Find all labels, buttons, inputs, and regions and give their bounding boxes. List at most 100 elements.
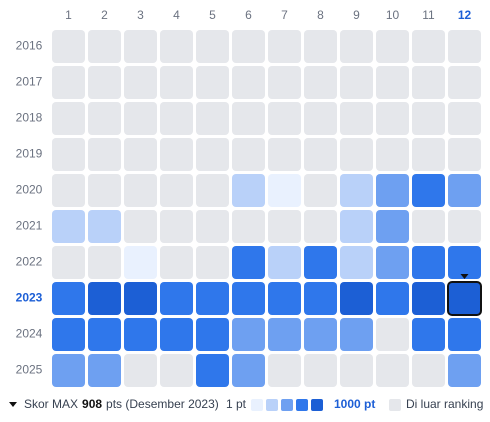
heat-cell[interactable] [232, 66, 265, 99]
heat-cell[interactable] [412, 174, 445, 207]
heat-cell[interactable] [196, 30, 229, 63]
heat-cell[interactable] [124, 138, 157, 171]
heat-cell[interactable] [340, 354, 373, 387]
heat-cell[interactable] [52, 102, 85, 135]
heat-cell[interactable] [412, 138, 445, 171]
heat-cell[interactable] [124, 210, 157, 243]
heat-cell[interactable] [304, 282, 337, 315]
heat-cell[interactable] [88, 30, 121, 63]
heat-cell[interactable] [160, 318, 193, 351]
heat-cell[interactable] [196, 174, 229, 207]
heat-cell[interactable] [340, 246, 373, 279]
heat-cell[interactable] [448, 30, 481, 63]
heat-cell[interactable] [304, 30, 337, 63]
heat-cell[interactable] [268, 246, 301, 279]
heat-cell[interactable] [52, 210, 85, 243]
heat-cell[interactable] [88, 210, 121, 243]
heat-cell[interactable] [232, 318, 265, 351]
heat-cell[interactable] [304, 210, 337, 243]
heat-cell[interactable] [304, 246, 337, 279]
heat-cell[interactable] [376, 30, 409, 63]
heat-cell[interactable] [196, 138, 229, 171]
heat-cell[interactable] [340, 282, 373, 315]
heat-cell[interactable] [268, 318, 301, 351]
heat-cell[interactable] [340, 66, 373, 99]
heat-cell[interactable] [232, 174, 265, 207]
heat-cell[interactable] [232, 30, 265, 63]
heat-cell[interactable] [88, 174, 121, 207]
heat-cell[interactable] [160, 66, 193, 99]
heat-cell[interactable] [124, 174, 157, 207]
heat-cell[interactable] [376, 174, 409, 207]
heat-cell[interactable] [376, 282, 409, 315]
heat-cell[interactable] [160, 30, 193, 63]
heat-cell[interactable] [268, 282, 301, 315]
heat-cell[interactable] [52, 30, 85, 63]
heat-cell[interactable] [412, 102, 445, 135]
heat-cell[interactable] [232, 354, 265, 387]
heat-cell[interactable] [52, 138, 85, 171]
heat-cell[interactable] [124, 66, 157, 99]
heat-cell[interactable] [340, 138, 373, 171]
heat-cell[interactable] [340, 210, 373, 243]
heat-cell[interactable] [268, 174, 301, 207]
heat-cell[interactable] [52, 174, 85, 207]
heat-cell[interactable] [268, 138, 301, 171]
heat-cell[interactable] [196, 102, 229, 135]
heat-cell[interactable] [160, 246, 193, 279]
heat-cell[interactable] [412, 282, 445, 315]
heat-cell[interactable] [448, 174, 481, 207]
heat-cell[interactable] [124, 282, 157, 315]
heat-cell[interactable] [124, 246, 157, 279]
heat-cell[interactable] [376, 246, 409, 279]
heat-cell[interactable] [196, 246, 229, 279]
heat-cell[interactable] [160, 174, 193, 207]
heat-cell[interactable] [448, 66, 481, 99]
heat-cell[interactable] [448, 354, 481, 387]
heat-cell[interactable] [268, 102, 301, 135]
heat-cell[interactable] [268, 66, 301, 99]
heat-cell[interactable] [448, 210, 481, 243]
heat-cell[interactable] [196, 318, 229, 351]
heat-cell[interactable] [196, 66, 229, 99]
heat-cell[interactable] [412, 30, 445, 63]
heat-cell[interactable] [448, 102, 481, 135]
heat-cell[interactable] [448, 138, 481, 171]
heat-cell[interactable] [88, 282, 121, 315]
heat-cell[interactable] [304, 354, 337, 387]
heat-cell[interactable] [88, 246, 121, 279]
heat-cell[interactable] [448, 246, 481, 279]
heat-cell[interactable] [160, 138, 193, 171]
heat-cell[interactable] [52, 354, 85, 387]
heat-cell[interactable] [52, 282, 85, 315]
heat-cell[interactable] [412, 246, 445, 279]
heat-cell[interactable] [268, 30, 301, 63]
heat-cell[interactable] [268, 354, 301, 387]
heat-cell[interactable] [196, 210, 229, 243]
heat-cell[interactable] [160, 282, 193, 315]
heat-cell[interactable] [268, 210, 301, 243]
heat-cell[interactable] [52, 66, 85, 99]
heat-cell[interactable] [376, 354, 409, 387]
heat-cell[interactable] [304, 318, 337, 351]
heat-cell[interactable] [412, 354, 445, 387]
heat-cell[interactable] [196, 282, 229, 315]
heat-cell[interactable] [304, 66, 337, 99]
heat-cell[interactable] [340, 318, 373, 351]
heat-cell[interactable] [52, 318, 85, 351]
heat-cell[interactable] [304, 138, 337, 171]
heat-cell[interactable] [88, 318, 121, 351]
heat-cell[interactable] [412, 66, 445, 99]
heat-cell[interactable] [88, 354, 121, 387]
heat-cell[interactable] [232, 138, 265, 171]
heat-cell[interactable] [160, 210, 193, 243]
heat-cell[interactable] [340, 102, 373, 135]
heat-cell[interactable] [376, 66, 409, 99]
heat-cell[interactable] [88, 66, 121, 99]
heat-cell[interactable] [448, 318, 481, 351]
heat-cell[interactable] [447, 281, 482, 316]
heat-cell[interactable] [412, 210, 445, 243]
heat-cell[interactable] [232, 246, 265, 279]
heat-cell[interactable] [160, 354, 193, 387]
heat-cell[interactable] [232, 210, 265, 243]
